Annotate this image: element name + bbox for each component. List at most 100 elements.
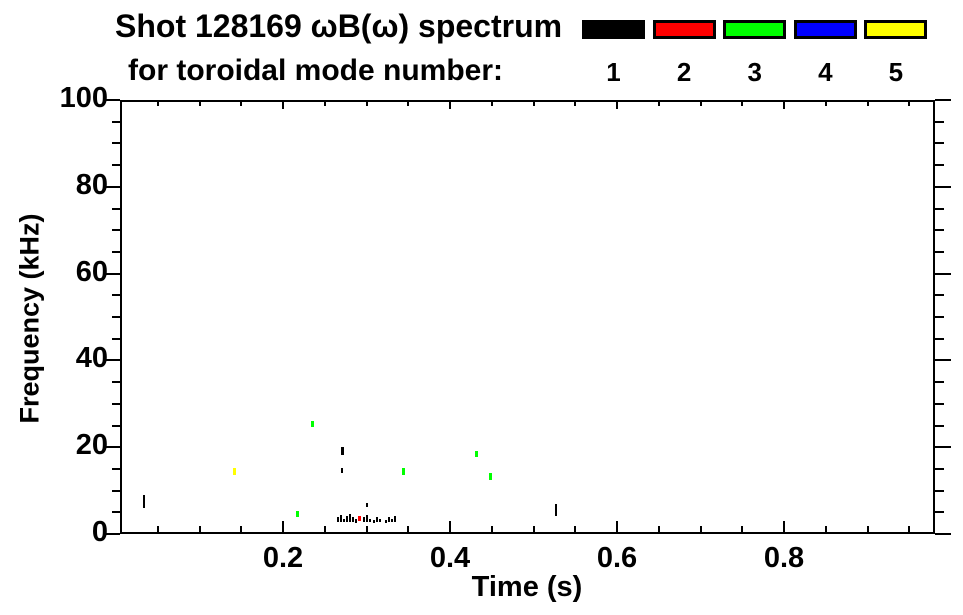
y-major-tick-right	[935, 446, 951, 449]
x-minor-tick-top	[866, 101, 869, 106]
y-minor-tick-right	[935, 489, 944, 492]
data-mark-mode-1	[376, 517, 379, 523]
y-minor-tick-right	[935, 402, 944, 405]
data-mark-mode-1	[348, 514, 351, 522]
data-mark-mode-1	[393, 515, 396, 522]
y-major-tick-right	[935, 99, 951, 101]
data-mark-mode-1	[354, 519, 357, 523]
y-tick-label: 0	[91, 516, 108, 549]
x-major-tick-bottom	[783, 521, 785, 533]
y-major-tick-right	[935, 359, 951, 362]
x-major-tick-top	[449, 101, 451, 109]
y-minor-tick-right	[935, 229, 944, 232]
y-minor-tick-right	[935, 467, 944, 470]
y-tick-label: 60	[75, 255, 108, 288]
x-major-tick-bottom	[282, 521, 284, 533]
y-minor-tick-left	[112, 142, 120, 145]
x-minor-tick-top	[198, 101, 201, 106]
data-mark-mode-3	[489, 472, 493, 480]
y-minor-tick-left	[112, 402, 120, 405]
data-mark-mode-3	[295, 511, 299, 518]
x-minor-tick-top	[407, 101, 410, 106]
y-minor-tick-left	[112, 381, 120, 384]
y-major-tick-right	[935, 185, 951, 188]
y-major-tick-left	[105, 185, 120, 188]
y-minor-tick-left	[112, 424, 120, 427]
legend-mode-number: 2	[676, 57, 692, 87]
x-minor-tick-top	[323, 101, 326, 106]
x-minor-tick-top	[699, 101, 702, 106]
data-mark-mode-1	[337, 517, 340, 523]
data-mark-mode-3	[475, 451, 479, 458]
y-minor-tick-left	[112, 164, 120, 167]
y-minor-tick-left	[112, 467, 120, 470]
legend-swatch-mode-5	[864, 20, 928, 39]
y-major-tick-right	[935, 272, 951, 275]
y-minor-tick-right	[935, 337, 944, 340]
y-minor-tick-right	[935, 294, 944, 297]
x-minor-tick-top	[240, 101, 243, 106]
x-minor-tick-bottom	[365, 526, 368, 533]
y-major-tick-left	[105, 446, 120, 449]
y-major-tick-right	[935, 533, 951, 535]
data-mark-mode-1	[388, 517, 391, 523]
x-tick-label: 0.6	[596, 542, 638, 574]
y-tick-label: 100	[59, 82, 108, 115]
data-mark-mode-1	[346, 516, 349, 523]
x-minor-tick-top	[574, 101, 577, 106]
x-major-tick-bottom	[616, 521, 618, 533]
y-minor-tick-left	[112, 511, 120, 514]
y-minor-tick-right	[935, 424, 944, 427]
y-minor-tick-left	[112, 337, 120, 340]
x-minor-tick-bottom	[407, 526, 410, 533]
legend-swatch-mode-3	[723, 20, 787, 39]
y-minor-tick-left	[112, 250, 120, 253]
x-minor-tick-bottom	[240, 526, 243, 533]
x-minor-tick-top	[908, 101, 911, 106]
y-minor-tick-right	[935, 250, 944, 253]
x-minor-tick-top	[365, 101, 368, 106]
y-minor-tick-left	[112, 207, 120, 210]
x-major-tick-top	[282, 101, 284, 109]
y-minor-tick-right	[935, 164, 944, 167]
y-tick-label: 80	[75, 168, 108, 201]
x-minor-tick-bottom	[490, 526, 493, 533]
data-mark-mode-1	[368, 518, 371, 523]
x-axis-title: Time (s)	[471, 571, 583, 603]
data-mark-mode-1	[341, 468, 344, 473]
y-minor-tick-left	[112, 120, 120, 123]
x-minor-tick-bottom	[198, 526, 201, 533]
x-minor-tick-bottom	[574, 526, 577, 533]
y-tick-label: 40	[75, 342, 108, 375]
y-major-tick-left	[105, 533, 120, 535]
data-mark-mode-1	[352, 517, 355, 523]
y-minor-tick-left	[112, 229, 120, 232]
data-mark-mode-1	[339, 514, 342, 522]
y-minor-tick-right	[935, 316, 944, 318]
x-minor-tick-bottom	[699, 526, 702, 533]
x-minor-tick-bottom	[532, 526, 535, 533]
data-mark-mode-1	[365, 502, 368, 507]
y-minor-tick-left	[112, 294, 120, 297]
x-minor-tick-bottom	[866, 526, 869, 533]
legend-mode-number: 4	[818, 57, 833, 87]
x-minor-tick-bottom	[824, 526, 827, 533]
x-minor-tick-top	[741, 101, 744, 106]
data-mark-mode-5	[233, 468, 237, 475]
x-minor-tick-top	[532, 101, 535, 106]
x-minor-tick-bottom	[741, 526, 744, 533]
legend-mode-number: 1	[606, 57, 621, 87]
data-mark-mode-1	[143, 495, 146, 509]
x-major-tick-bottom	[449, 521, 451, 533]
y-major-tick-left	[105, 272, 120, 275]
y-minor-tick-right	[935, 511, 944, 514]
y-minor-tick-right	[935, 207, 944, 210]
data-mark-mode-1	[378, 518, 381, 523]
chart-title: Shot 128169 ωB(ω) spectrum	[115, 8, 563, 44]
y-minor-tick-left	[112, 489, 120, 492]
x-tick-label: 0.2	[262, 542, 304, 574]
data-mark-mode-1	[373, 519, 375, 523]
data-mark-mode-1	[366, 514, 369, 522]
x-major-tick-top	[783, 101, 785, 109]
